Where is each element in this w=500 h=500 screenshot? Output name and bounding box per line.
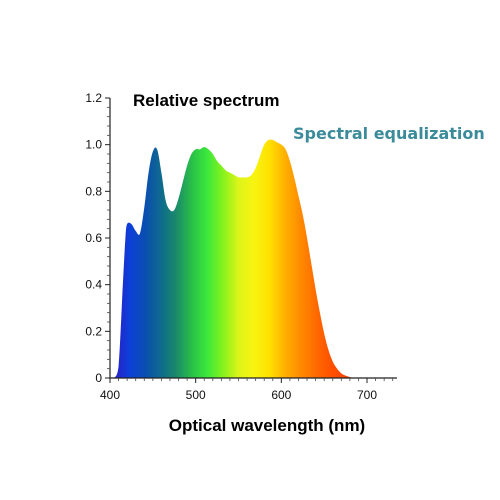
y-tick-label: 0.4: [85, 278, 102, 292]
y-tick-label: 1.0: [85, 138, 102, 152]
x-tick-label: 700: [357, 388, 377, 402]
x-tick-label: 600: [271, 388, 291, 402]
x-tick-label: 400: [100, 388, 120, 402]
y-tick-label: 0: [95, 371, 102, 385]
chart-title: Relative spectrum: [133, 91, 279, 110]
annotation-label: Spectral equalization: [293, 124, 485, 143]
y-tick-label: 1.2: [85, 91, 102, 105]
x-axis-label: Optical wavelength (nm): [169, 416, 365, 435]
spectrum-area: [114, 139, 363, 378]
x-tick-label: 500: [186, 388, 206, 402]
y-tick-label: 0.2: [85, 324, 102, 338]
y-tick-label: 0.6: [85, 231, 102, 245]
y-tick-label: 0.8: [85, 184, 102, 198]
